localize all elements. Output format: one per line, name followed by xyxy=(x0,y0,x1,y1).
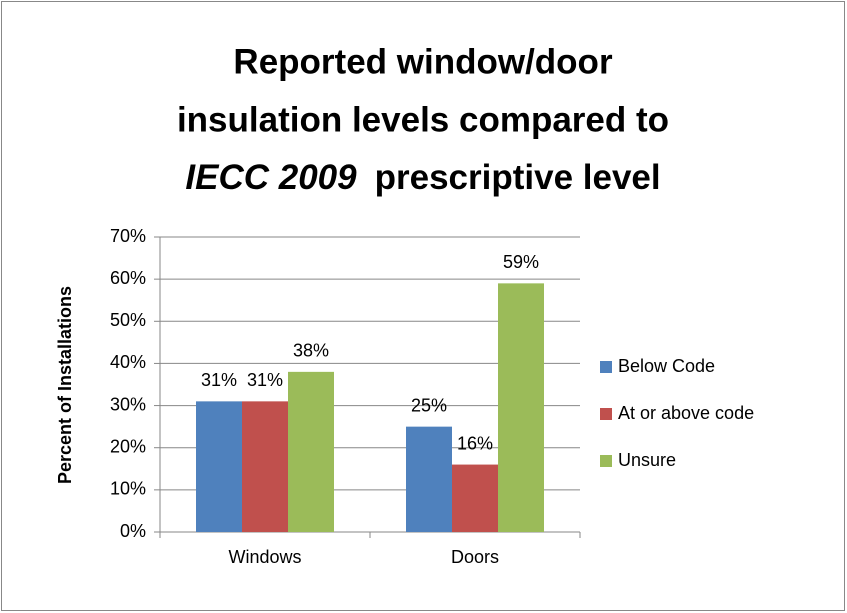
y-tick-label: 10% xyxy=(110,479,146,499)
value-label: 16% xyxy=(457,433,493,453)
chart-title: prescriptive level xyxy=(375,158,661,197)
chart-title-italic: IECC 2009 xyxy=(185,158,357,197)
x-tick-label: Windows xyxy=(228,547,301,567)
bar xyxy=(498,283,544,532)
legend-label: Unsure xyxy=(618,450,676,470)
value-label: 25% xyxy=(411,395,447,415)
y-tick-label: 40% xyxy=(110,352,146,372)
x-tick-label: Doors xyxy=(451,547,499,567)
y-tick-label: 60% xyxy=(110,268,146,288)
y-axis-title: Percent of Installations xyxy=(55,286,75,484)
bar xyxy=(452,464,498,532)
y-tick-label: 20% xyxy=(110,436,146,456)
value-label: 31% xyxy=(247,370,283,390)
y-tick-label: 50% xyxy=(110,310,146,330)
y-tick-label: 30% xyxy=(110,394,146,414)
legend-swatch xyxy=(600,408,612,420)
legend-swatch xyxy=(600,361,612,373)
bar xyxy=(196,401,242,532)
chart-title: IECC 2009 prescriptive level xyxy=(185,158,660,197)
y-tick-label: 0% xyxy=(120,521,146,541)
legend-label: Below Code xyxy=(618,356,715,376)
y-tick-label: 70% xyxy=(110,226,146,246)
value-label: 59% xyxy=(503,252,539,272)
legend-swatch xyxy=(600,455,612,467)
legend-label: At or above code xyxy=(618,403,754,423)
value-label: 38% xyxy=(293,341,329,361)
value-label: 31% xyxy=(201,370,237,390)
bar xyxy=(242,401,288,532)
chart-title: Reported window/door xyxy=(233,42,613,81)
bar xyxy=(406,426,452,532)
bar xyxy=(288,371,334,532)
chart-title: insulation levels compared to xyxy=(177,100,669,139)
